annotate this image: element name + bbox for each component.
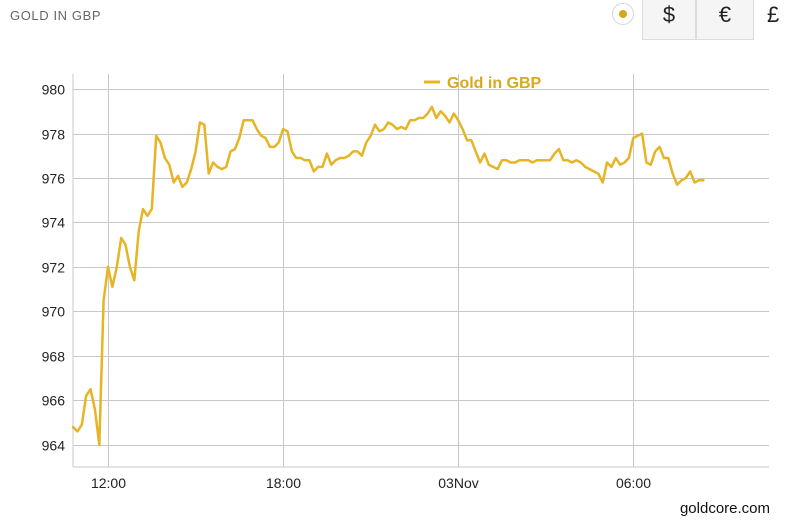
- y-axis-tick-labels: 964 966 968 970 972 974 976 978 980: [42, 82, 66, 454]
- x-tick-label: 06:00: [616, 475, 651, 491]
- y-tick-label: 980: [42, 82, 66, 98]
- y-tick-label: 968: [42, 349, 66, 365]
- y-tick-label: 970: [42, 304, 66, 320]
- currency-eur-button[interactable]: €: [696, 0, 754, 40]
- y-tick-label: 974: [42, 215, 66, 231]
- x-tick-label: 18:00: [266, 475, 301, 491]
- x-tick-label: 12:00: [91, 475, 126, 491]
- currency-usd-button[interactable]: $: [642, 0, 696, 40]
- chart-grid: [72, 74, 769, 468]
- chart-legend: Gold in GBP: [424, 75, 542, 92]
- y-tick-label: 976: [42, 171, 66, 187]
- chart-title: GOLD IN GBP: [10, 8, 102, 23]
- y-tick-label: 964: [42, 438, 66, 454]
- currency-gbp-button[interactable]: £: [767, 2, 780, 27]
- series-line-gold-in-gbp: [71, 105, 705, 447]
- y-tick-label: 966: [42, 393, 66, 409]
- gold-radio-button[interactable]: [612, 3, 634, 25]
- y-tick-label: 978: [42, 127, 66, 143]
- x-tick-label: 03Nov: [438, 475, 478, 491]
- legend-label: Gold in GBP: [447, 75, 542, 92]
- y-tick-label: 972: [42, 260, 66, 276]
- radio-selected-dot: [619, 10, 627, 18]
- x-axis-tick-labels: 12:00 18:00 03Nov 06:00: [91, 475, 651, 491]
- source-credit: goldcore.com: [680, 500, 770, 517]
- series-layer: [71, 105, 705, 447]
